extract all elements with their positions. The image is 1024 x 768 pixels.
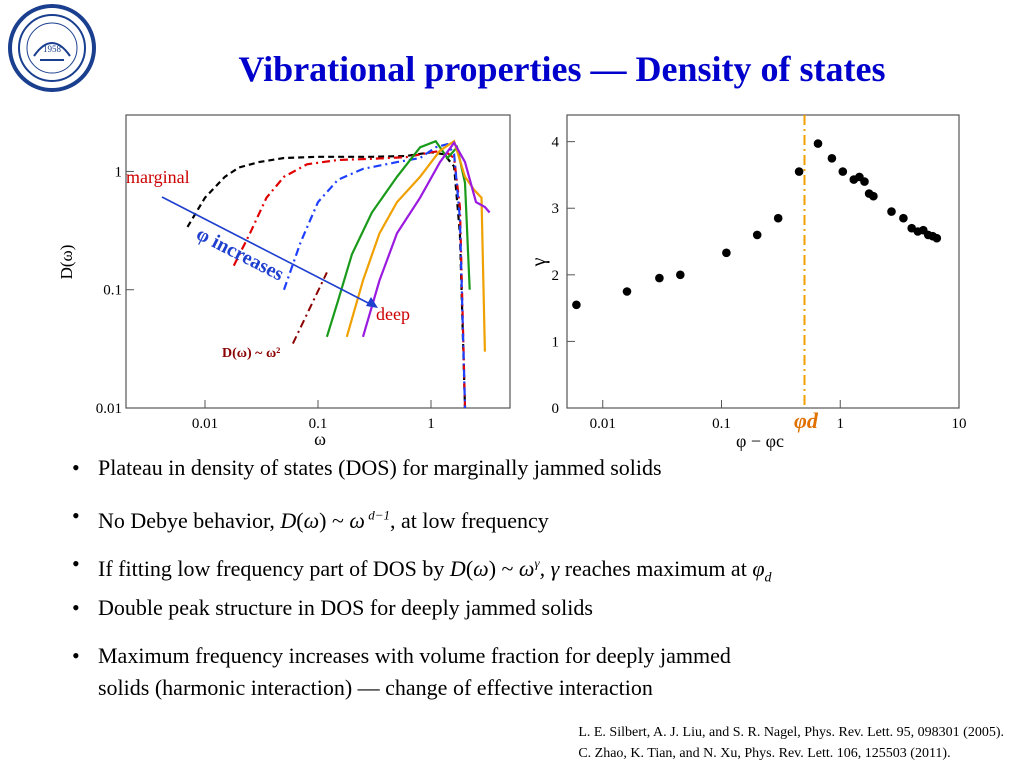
gamma-ytick-label: 0 xyxy=(552,401,560,417)
figure-panel: 0.01 0.1 1 1 0.1 0.01 D(ω) ω marginal deep φ … xyxy=(57,114,967,451)
bullet-item: • Double peak structure in DOS for deeply… xyxy=(72,595,593,620)
gamma-point xyxy=(899,213,908,223)
dos-series-2 xyxy=(282,142,467,409)
dos-ytick-label: 1 xyxy=(115,164,123,180)
gamma-point xyxy=(827,154,837,163)
dos-plot: 0.01 0.1 110.10.01 D(ω) ω marginal deep φ … xyxy=(57,114,511,449)
dos-plot-frame xyxy=(125,114,511,409)
reference-item: C. Zhao, K. Tian, and N. Xu, Phys. Rev. … xyxy=(578,746,951,761)
gamma-plot-ticks: 0.01 0.1 1 10 0 1 2 3 4 xyxy=(552,135,967,432)
gamma-points xyxy=(572,115,942,408)
gamma-point xyxy=(813,139,823,148)
logo-year: 1958 xyxy=(43,44,62,54)
bullet-item: • Plateau in density of states (DOS) for … xyxy=(72,455,662,480)
gamma-point xyxy=(794,167,804,176)
dos-plot-ticks: 0.01 0.1 1 1 0.1 0.01 xyxy=(96,164,435,432)
bullet-item: • No Debye behavior, D(ω) ~ ω d−1, at low… xyxy=(72,503,549,534)
university-logo: 1958 xyxy=(0,0,100,100)
dos-ytick-label: 0.01 xyxy=(96,401,122,417)
bullet-text: If fitting low frequency part of DOS by xyxy=(98,556,450,582)
deep-label: deep xyxy=(376,304,410,324)
dos-xtick-label: 0.1 xyxy=(309,416,328,432)
dos-series-0 xyxy=(186,151,467,409)
dos-xtick-label: 0.01 xyxy=(192,416,218,432)
gamma-ytick-label: 1 xyxy=(552,334,560,350)
reference-item: L. E. Silbert, A. J. Liu, and S. R. Nage… xyxy=(578,725,1004,740)
gamma-point xyxy=(676,270,685,280)
dos-xtick-label: 1 xyxy=(427,416,435,432)
gamma-xtick-label: 1 xyxy=(836,416,844,432)
dos-series-5 xyxy=(361,140,491,338)
gamma-point xyxy=(655,273,664,283)
gamma-point xyxy=(860,177,869,186)
gamma-plot-frame xyxy=(566,114,960,409)
slide-title: Vibrational properties — Density of stat… xyxy=(238,49,886,89)
gamma-point xyxy=(722,248,731,258)
gamma-point xyxy=(932,233,942,243)
gamma-xtick-label: 0.1 xyxy=(712,416,731,432)
bullet-text: Plateau in density of states (DOS) for m… xyxy=(98,455,662,480)
gamma-xtick-label: 10 xyxy=(952,416,967,432)
dos-xlabel: ω xyxy=(314,429,326,449)
gamma-ytick-label: 4 xyxy=(552,135,560,151)
bullet-text: No Debye behavior, xyxy=(98,508,281,534)
bullet-item: • If fitting low frequency part of DOS by… xyxy=(72,551,772,586)
gamma-point xyxy=(572,300,581,310)
dos-series-4 xyxy=(345,139,486,352)
gamma-xlabel: φ − φc xyxy=(736,431,784,451)
debye-label: D(ω) ~ ω² xyxy=(222,346,280,361)
bullet-text: solids (harmonic interaction) — change o… xyxy=(98,675,653,700)
references: L. E. Silbert, A. J. Liu, and S. R. Nage… xyxy=(578,722,1004,764)
phi-arrow-head xyxy=(366,297,378,308)
dos-ylabel: D(ω) xyxy=(57,245,76,280)
gamma-point xyxy=(752,230,762,240)
debye-reference-line xyxy=(291,271,328,345)
dos-curves xyxy=(186,139,491,409)
gamma-plot: 0.01 0.1 1 10 0 1 2 3 4 γ φ − φc φd xyxy=(528,114,967,451)
gamma-point xyxy=(622,287,632,296)
gamma-point xyxy=(838,167,848,176)
phi-arrow-line xyxy=(161,196,375,307)
gamma-point xyxy=(887,207,896,216)
gamma-xtick-label: 0.01 xyxy=(590,416,616,432)
gamma-point xyxy=(773,213,783,223)
gamma-point xyxy=(869,191,878,201)
bullet-item-continuation: solids (harmonic interaction) — change o… xyxy=(74,672,653,704)
dos-series-1 xyxy=(232,149,467,409)
dos-ytick-label: 0.1 xyxy=(103,283,122,299)
phi-d-label: φd xyxy=(794,408,819,433)
gamma-ylabel: γ xyxy=(528,257,550,267)
bullet-text: Double peak structure in DOS for deeply … xyxy=(98,595,593,620)
gamma-ytick-label: 3 xyxy=(552,201,560,217)
bullet-text: Maximum frequency increases with volume … xyxy=(98,643,731,668)
marginal-label: marginal xyxy=(126,167,190,187)
university-seal-icon: 1958 xyxy=(8,4,96,92)
bullet-item: • Maximum frequency increases with volume… xyxy=(72,643,731,668)
gamma-ytick-label: 2 xyxy=(552,268,560,284)
